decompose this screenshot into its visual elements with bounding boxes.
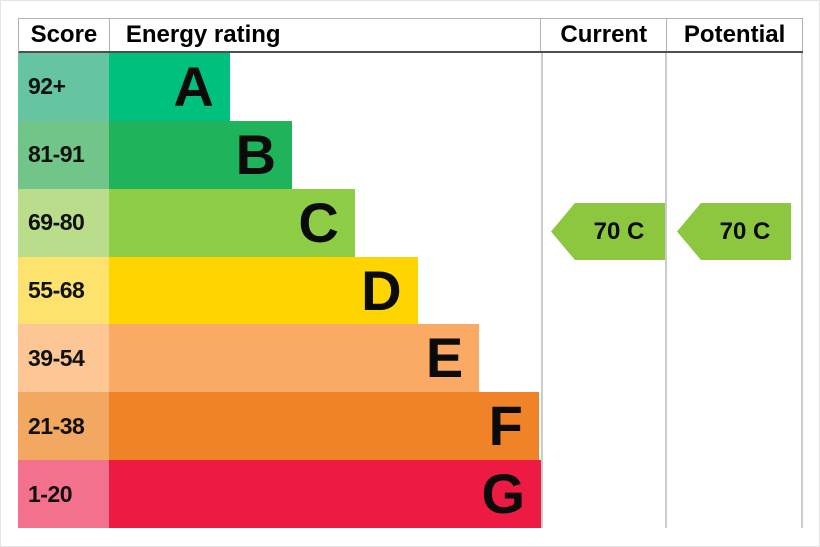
potential-column: 70 C — [667, 53, 803, 528]
band-row-f: 21-38 F — [18, 392, 541, 461]
score-range-e: 39-54 — [18, 324, 109, 393]
band-bar-a: A — [109, 53, 230, 121]
band-row-b: 81-91 B — [18, 120, 541, 189]
band-row-a: 92+ A — [18, 53, 541, 121]
header-potential: Potential — [667, 19, 803, 51]
header-energy-rating: Energy rating — [110, 19, 542, 51]
current-column: 70 C — [541, 53, 667, 528]
current-rating-arrow: 70 C — [551, 203, 665, 260]
score-range-a: 92+ — [18, 53, 109, 121]
band-bar-g: G — [109, 460, 541, 529]
table-header-row: Score Energy rating Current Potential — [18, 18, 803, 53]
band-bar-b: B — [109, 120, 293, 189]
header-score: Score — [19, 19, 110, 51]
band-row-c: 69-80 C — [18, 188, 541, 257]
band-bar-f: F — [109, 392, 539, 461]
rating-bands: 92+ A 81-91 B 69-80 C 55-68 D 39-54 E 21… — [18, 53, 541, 529]
band-bar-d: D — [109, 256, 418, 325]
score-range-g: 1-20 — [18, 460, 109, 529]
band-bar-e: E — [109, 324, 480, 393]
potential-rating-arrow: 70 C — [677, 203, 791, 260]
band-row-e: 39-54 E — [18, 324, 541, 393]
score-range-b: 81-91 — [18, 120, 109, 189]
band-row-d: 55-68 D — [18, 256, 541, 325]
score-range-c: 69-80 — [18, 188, 109, 257]
band-row-g: 1-20 G — [18, 460, 541, 529]
score-range-d: 55-68 — [18, 256, 109, 325]
header-current: Current — [541, 19, 668, 51]
band-bar-c: C — [109, 188, 355, 257]
epc-table: Score Energy rating Current Potential 92… — [18, 18, 803, 529]
score-range-f: 21-38 — [18, 392, 109, 461]
